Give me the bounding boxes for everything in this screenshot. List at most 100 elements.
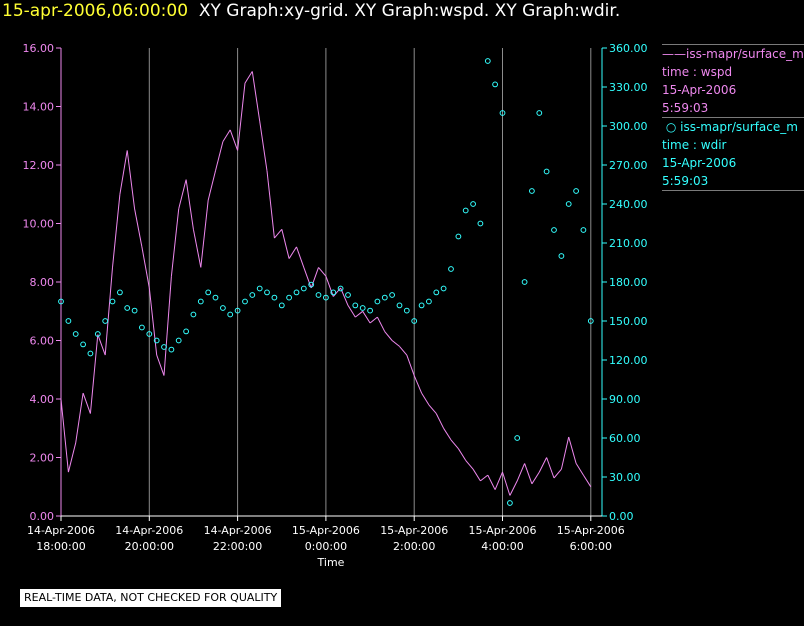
wdir-point [212,294,219,301]
x-tick-date: 15-Apr-2006 [380,524,448,537]
circle-swatch-icon: ○ [662,120,681,134]
wspd-line-segment [251,71,261,122]
wspd-line-segment [384,331,393,341]
wspd-line-segment [266,170,275,239]
wdir-point [514,435,521,441]
wdir-point [286,294,293,301]
legend-entry-wdir-source: ○ iss-mapr/surface_m [662,118,804,136]
right-y-tick-label: 120.00 [609,354,648,367]
wspd-line-segment [487,474,496,490]
wspd-line-segment [148,287,158,356]
wspd-line-segment [237,83,246,151]
x-tick-time: 18:00:00 [36,540,85,553]
wdir-point [484,58,491,64]
wdir-point [529,188,535,194]
wdir-point [278,302,285,309]
wdir-point [102,318,109,324]
wspd-line-segment [524,463,533,484]
wdir-point [227,311,234,318]
right-y-tick-label: 360.00 [609,42,648,55]
wspd-line-segment [332,287,341,297]
wspd-line-segment [450,439,459,450]
wdir-point [403,307,410,314]
wdir-point [293,289,300,296]
wdir-point [323,294,329,301]
wdir-point [521,279,528,285]
x-tick-date: 14-Apr-2006 [27,524,95,537]
wdir-point [124,305,131,311]
wdir-point [352,302,359,309]
wdir-point [470,201,477,207]
axes [60,48,603,517]
wspd-line-segment [502,471,511,496]
wdir-point [197,298,204,305]
x-tick-date: 14-Apr-2006 [115,524,183,537]
legend-divider [662,190,804,191]
grid-lines [60,48,592,516]
wspd-line-segment [229,129,239,151]
wdir-point [153,337,160,344]
wspd-line-segment [281,229,290,259]
wdir-point [146,331,153,337]
legend-wdir-time: 5:59:03 [662,174,709,188]
wdir-point [58,298,64,305]
wdir-point [374,298,381,305]
wdir-point [573,188,579,194]
wspd-line-segment [185,179,194,230]
right-y-tick-label: 0.00 [609,510,634,523]
line-swatch-icon: —— [662,47,686,61]
wdir-point [426,298,432,305]
wspd-line-segment [325,276,334,297]
wdir-point [367,307,374,314]
wspd-line-segment [156,354,165,376]
wdir-point [565,201,572,207]
title-timestamp: 15-apr-2006,06:00:00 [2,1,189,21]
wdir-point [492,81,499,88]
wdir-point [183,328,190,335]
wspd-line-segment [97,334,106,356]
title-bar: 15-apr-2006,06:00:00 XY Graph:xy-grid. X… [2,0,620,24]
left-y-tick-label: 4.00 [30,393,55,406]
wspd-line-segment [288,246,297,259]
wspd-line-segment [318,267,327,277]
right-y-tick-label: 150.00 [609,315,648,328]
legend-wspd-series: time : wspd [662,65,733,79]
wdir-point [462,207,469,214]
wspd-line-segment [215,141,224,171]
left-y-tick-label: 6.00 [30,335,55,348]
wdir-point [300,285,307,292]
x-tick-time: 4:00:00 [481,540,523,553]
wdir-point [499,110,506,116]
wspd-line-segment [170,208,180,277]
wspd-line-segment [369,316,378,324]
right-y-tick-label: 270.00 [609,159,648,172]
wspd-line-segment [207,170,216,201]
right-y-tick-label: 60.00 [609,432,641,445]
wspd-line-segment [192,229,202,268]
wspd-line-segment [509,480,518,496]
wdir-point [411,318,418,324]
x-tick-date: 15-Apr-2006 [292,524,360,537]
x-tick-date: 14-Apr-2006 [204,524,272,537]
wdir-point [345,292,351,298]
wdir-point [190,311,197,318]
wdir-point [330,289,337,296]
wdir-point [87,350,94,357]
left-y-tick-label: 8.00 [30,276,55,289]
wdir-point [271,294,278,301]
right-y-ticks: 0.00 30.00 60.00 90.00 120.00 150.00 180.00 210… [602,42,648,523]
wdir-point [308,281,315,288]
legend-wdir-source: iss-mapr/surface_m [680,120,798,134]
wspd-line-segment [112,194,121,268]
wdir-point [433,289,440,296]
right-y-tick-label: 180.00 [609,276,648,289]
wdir-point [109,298,116,305]
legend-divider [662,117,804,118]
wspd-line-segment [126,150,136,209]
wspd-line-segment [582,474,592,488]
wspd-line-segment [560,436,570,470]
wspd-line-segment [347,305,356,318]
wspd-line-segment [274,228,283,239]
x-tick-date: 15-Apr-2006 [557,524,625,537]
